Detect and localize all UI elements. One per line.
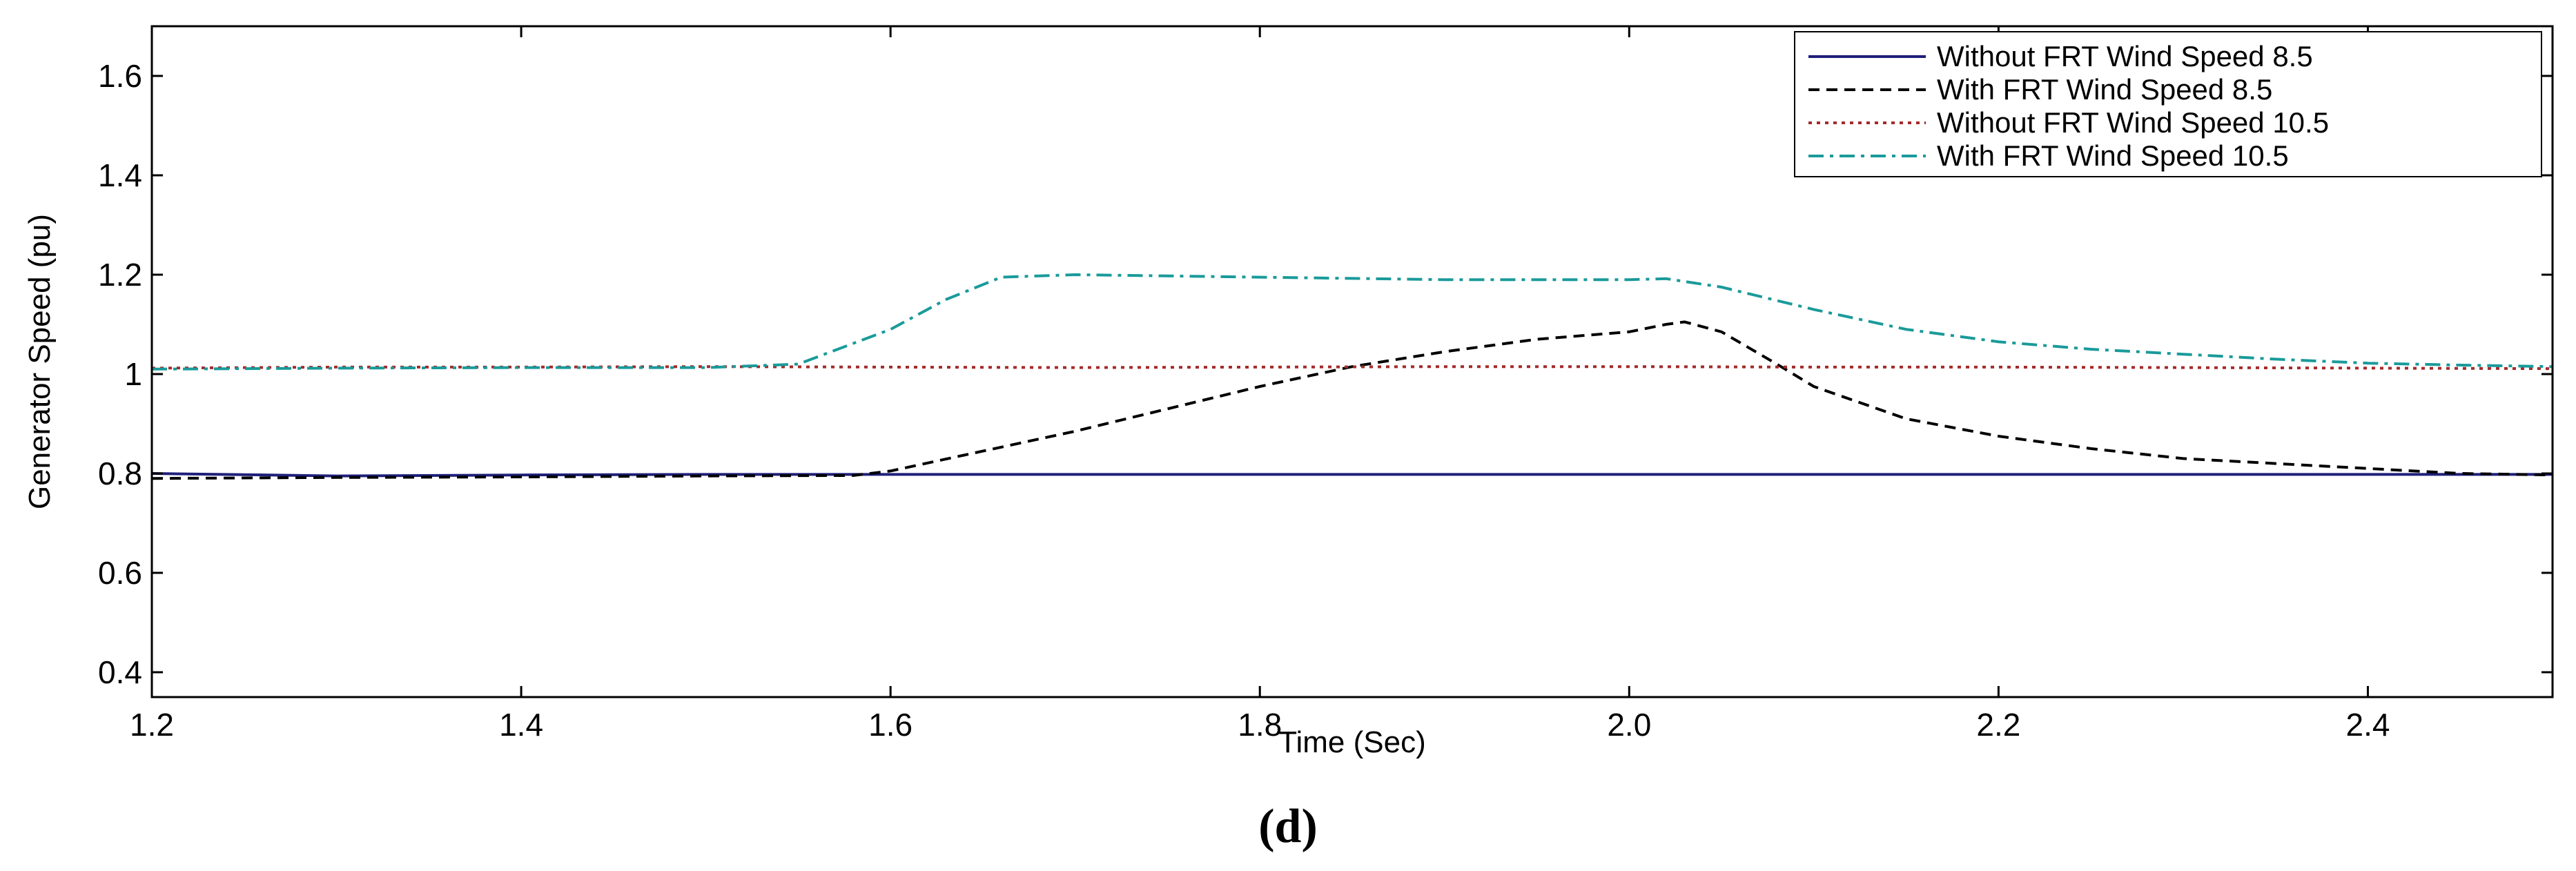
legend-label-4: With FRT Wind Speed 10.5 [1937, 139, 2289, 172]
x-axis-label: Time (Sec) [1278, 725, 1426, 759]
series-line-3 [151, 365, 2553, 371]
y-tick-label: 0.4 [98, 654, 142, 690]
axis-ticks: 1.2 1.4 1.6 1.8 2.0 2.2 2.4 0.4 0.6 0.8 1 1.2 1.4 1.6 [98, 26, 2553, 743]
x-tick-label: 2.4 [2345, 707, 2390, 743]
y-tick-label: 1 [124, 356, 142, 392]
y-tick-label: 1.4 [98, 157, 142, 193]
series-line-2 [151, 320, 2553, 480]
x-tick-label: 2.0 [1607, 707, 1651, 743]
series-line-1 [151, 472, 2553, 478]
y-tick-label: 1.2 [98, 257, 142, 293]
legend-label-3: Without FRT Wind Speed 10.5 [1937, 106, 2329, 139]
y-tick-label: 0.6 [98, 555, 142, 591]
y-tick-label: 1.6 [98, 58, 142, 94]
series-line-4 [151, 273, 2553, 371]
legend-label-2: With FRT Wind Speed 8.5 [1937, 73, 2272, 106]
x-tick-label: 1.6 [868, 707, 913, 743]
x-tick-label: 1.4 [499, 707, 543, 743]
x-tick-label: 2.2 [1976, 707, 2020, 743]
series-layer [151, 273, 2553, 480]
x-tick-label: 1.2 [130, 707, 174, 743]
y-axis-label: Generator Speed (pu) [23, 214, 57, 509]
plot-area-frame [150, 25, 2554, 698]
y-tick-label: 0.8 [98, 456, 142, 491]
figure-caption: (d) [1258, 800, 1318, 853]
x-tick-label: 1.8 [1238, 707, 1282, 743]
legend-label-1: Without FRT Wind Speed 8.5 [1937, 40, 2313, 72]
